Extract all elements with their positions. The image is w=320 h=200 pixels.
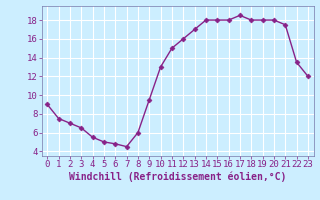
X-axis label: Windchill (Refroidissement éolien,°C): Windchill (Refroidissement éolien,°C) (69, 172, 286, 182)
